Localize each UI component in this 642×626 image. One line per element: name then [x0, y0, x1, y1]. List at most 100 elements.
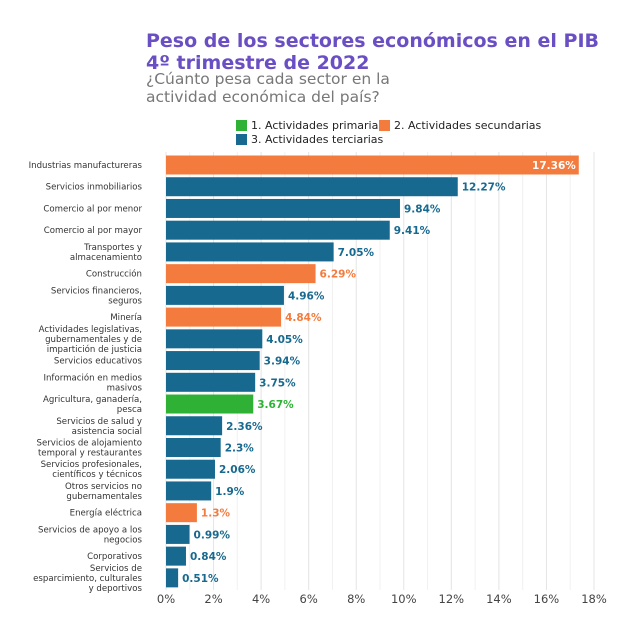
data-label: 9.84%: [404, 203, 441, 215]
bar: [166, 416, 223, 436]
category-label: esparcimiento, culturales: [33, 574, 142, 584]
category-label: masivos: [107, 383, 143, 393]
x-tick-label: 12%: [439, 592, 465, 606]
bar: [166, 546, 186, 566]
category-label: Energía eléctrica: [70, 508, 142, 519]
category-label: Información en medios: [43, 372, 142, 383]
legend-swatch-primarias: [236, 120, 247, 131]
chart-subtitle-line-2: actividad económica del país?: [146, 88, 380, 106]
legend-label-primarias: 1. Actividades primarias: [251, 119, 385, 132]
bar: [166, 329, 263, 349]
bar: [166, 285, 284, 305]
data-label: 9.41%: [394, 225, 431, 237]
bar: [166, 481, 212, 501]
category-label: y deportivos: [89, 584, 143, 594]
bar: [166, 264, 316, 284]
data-label: 4.05%: [266, 334, 303, 346]
legend-swatch-terciarias: [236, 134, 247, 145]
category-label: Servicios educativos: [54, 357, 143, 367]
data-label: 4.96%: [288, 290, 325, 302]
x-tick-label: 18%: [581, 592, 607, 606]
x-tick-label: 2%: [204, 592, 222, 606]
data-label: 2.06%: [219, 464, 256, 476]
data-label: 2.3%: [225, 442, 255, 454]
category-label: impartición de justicia: [47, 344, 142, 355]
chart-title-line-2: 4º trimestre de 2022: [146, 52, 370, 74]
bar: [166, 242, 334, 262]
category-label: Servicios inmobiliarios: [46, 183, 143, 193]
category-label: Servicios de: [90, 564, 142, 574]
category-label: asistencia social: [72, 427, 142, 437]
data-label: 7.05%: [338, 247, 375, 259]
legend-label-terciarias: 3. Actividades terciarias: [251, 133, 384, 146]
chart-subtitle-line-1: ¿Cúanto pesa cada sector en la: [146, 70, 390, 88]
bar: [166, 155, 579, 175]
data-label: 3.94%: [264, 356, 301, 368]
category-label: Comercio al por menor: [43, 204, 142, 214]
data-label: 4.84%: [285, 312, 322, 324]
data-label: 1.3%: [201, 508, 231, 520]
data-label: 3.67%: [257, 399, 294, 411]
bar: [166, 177, 458, 197]
category-label: Agricultura, ganadería,: [43, 395, 142, 405]
x-tick-label: 10%: [391, 592, 417, 606]
category-label: Servicios de salud y: [56, 417, 142, 427]
data-label: 0.84%: [190, 551, 227, 563]
category-label: Minería: [110, 313, 142, 323]
bar: [166, 568, 179, 588]
category-label: pesca: [117, 405, 142, 415]
category-label: Transportes y: [83, 243, 142, 253]
legend-item-primarias: 1. Actividades primarias: [236, 119, 384, 132]
x-tick-label: 0%: [157, 592, 175, 606]
category-label: Servicios de apoyo a los: [38, 525, 142, 535]
data-label: 3.75%: [259, 377, 296, 389]
category-label: almacenamiento: [70, 253, 142, 263]
category-label: Construcción: [86, 269, 142, 280]
category-label: negocios: [104, 535, 143, 545]
chart-subtitle: ¿Cúanto pesa cada sector en la actividad…: [146, 70, 566, 106]
category-label: Actividades legislativas,: [39, 325, 142, 335]
data-label: 12.27%: [462, 182, 506, 194]
category-label: Servicios profesionales,: [41, 460, 142, 470]
x-tick-label: 4%: [252, 592, 270, 606]
category-label: Industrias manufactureras: [29, 161, 143, 171]
x-tick-label: 16%: [534, 592, 560, 606]
category-label: seguros: [108, 296, 142, 306]
data-label: 0.99%: [194, 529, 231, 541]
data-label: 6.29%: [320, 269, 357, 281]
chart-title: Peso de los sectores económicos en el PI…: [146, 30, 626, 74]
legend-swatch-secundarias: [379, 120, 390, 131]
x-tick-label: 8%: [347, 592, 365, 606]
bar: [166, 459, 215, 479]
category-label: temporal y restaurantes: [38, 448, 143, 458]
bar: [166, 437, 221, 457]
category-label: científicos y técnicos: [52, 469, 142, 480]
data-label: 17.36%: [532, 160, 576, 172]
category-label: gubernamentales: [66, 492, 142, 502]
chart-title-line-1: Peso de los sectores económicos en el PI…: [146, 30, 600, 52]
category-label: Servicios financieros,: [51, 286, 142, 296]
bar: [166, 220, 390, 240]
data-label: 0.51%: [182, 573, 219, 585]
bar: [166, 307, 282, 327]
bar: [166, 198, 400, 218]
category-label: Otros servicios no: [65, 482, 142, 492]
legend-label-secundarias: 2. Actividades secundarias: [394, 119, 542, 132]
x-tick-label: 14%: [486, 592, 512, 606]
x-tick-label: 6%: [300, 592, 318, 606]
bar: [166, 503, 197, 523]
data-label: 1.9%: [215, 486, 245, 498]
bar: [166, 372, 256, 392]
legend-item-secundarias: 2. Actividades secundarias: [379, 119, 541, 132]
bar: [166, 524, 190, 544]
category-label: Servicios de alojamiento: [37, 438, 143, 448]
bar: [166, 351, 260, 371]
category-label: Corporativos: [87, 552, 142, 562]
data-label: 2.36%: [226, 421, 263, 433]
category-label: Comercio al por mayor: [44, 226, 143, 236]
category-label: gubernamentales y de: [45, 335, 142, 345]
legend-item-terciarias: 3. Actividades terciarias: [236, 133, 383, 146]
bar: [166, 394, 254, 414]
